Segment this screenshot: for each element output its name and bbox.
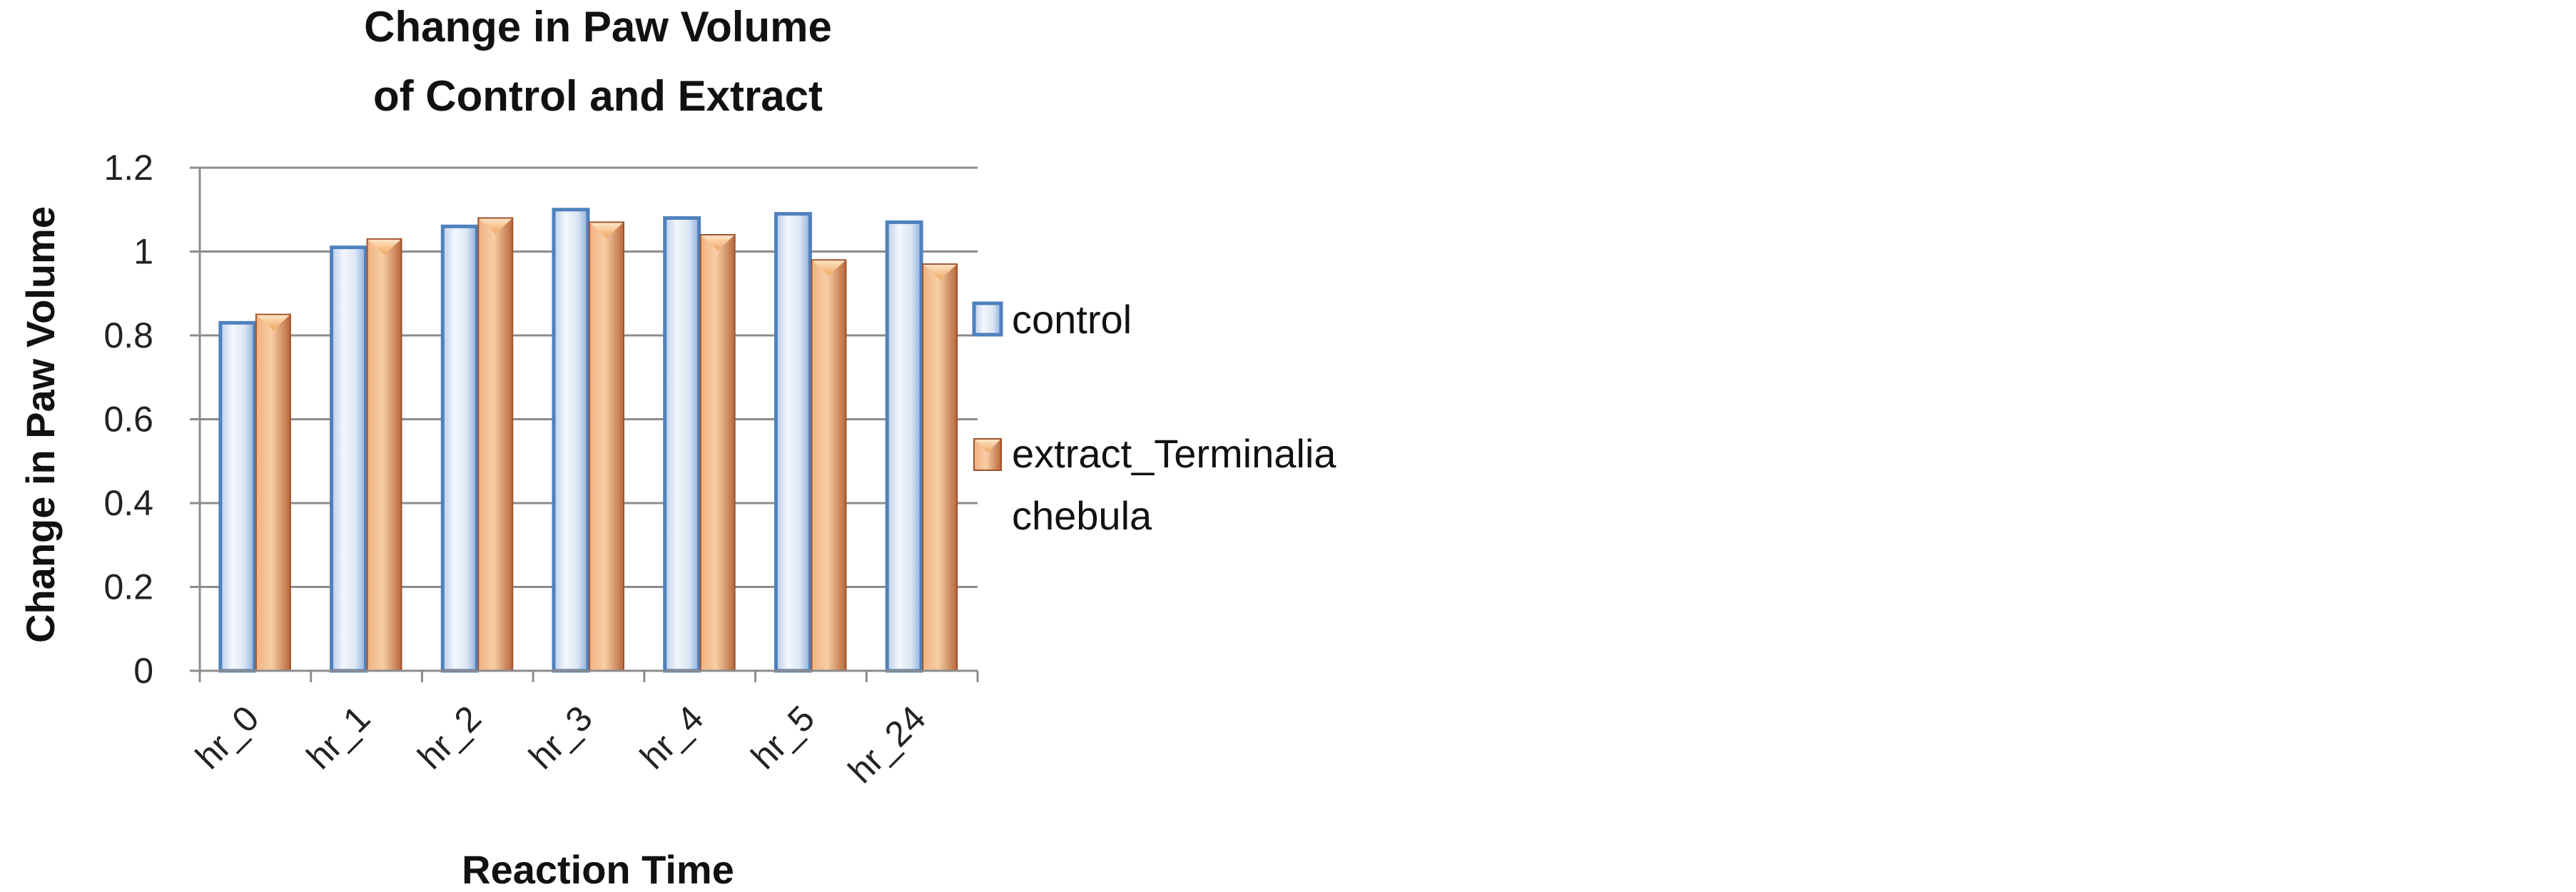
bar-control-hr_3 — [552, 208, 590, 673]
y-tick-label: 0.6 — [103, 400, 153, 440]
bar-control-hr_0 — [218, 320, 257, 673]
y-tick-label: 1 — [133, 232, 153, 272]
bar-extract-cap-hr_3 — [590, 223, 623, 238]
chart-title-line: Change in Paw Volume — [364, 3, 832, 51]
bar-extract-cap-hr_2 — [479, 218, 512, 234]
legend-swatch-control — [972, 301, 1003, 337]
bar-control-hr_24 — [885, 220, 923, 673]
x-tick-label: hr_5 — [744, 698, 822, 776]
x-tick-labels: hr_0 hr_1 hr_2 hr_3 hr_4 hr_5 hr_24 — [188, 698, 933, 791]
bar-extract-hr_1 — [366, 238, 402, 671]
chart-title: Change in Paw Volume of Control and Extra… — [364, 3, 832, 120]
bar-extract-hr_4 — [699, 234, 736, 671]
legend-label-extract: chebula — [1012, 493, 1152, 538]
bar-extract-hr_24 — [922, 263, 958, 671]
bar-control-hr_4 — [663, 216, 701, 673]
bar-extract-hr_3 — [589, 221, 624, 671]
x-tick-label: hr_2 — [410, 698, 489, 776]
bar-control-hr_5 — [774, 212, 812, 673]
x-tick-label: hr_24 — [841, 698, 933, 791]
y-tick-label: 1.2 — [103, 148, 153, 188]
y-tick-label: 0.4 — [103, 483, 153, 523]
legend-swatch-extract-cap — [975, 440, 1000, 452]
x-axis-title: Reaction Time — [462, 847, 734, 892]
x-tick-label: hr_1 — [299, 698, 377, 776]
y-tick-label: 0.2 — [103, 567, 153, 607]
legend-label-extract: extract_Terminalia — [1012, 431, 1337, 476]
legend-label-control: control — [1012, 297, 1132, 342]
axis-titles: Reaction Time Change in Paw Volume — [18, 206, 734, 892]
y-tick-label: 0 — [133, 651, 153, 691]
bar-extract-cap-hr_1 — [367, 239, 401, 255]
bar-control-hr_1 — [330, 245, 368, 673]
x-tick-label: hr_0 — [188, 698, 266, 776]
bar-extract-hr_5 — [811, 259, 847, 671]
bar-extract-hr_0 — [255, 313, 291, 671]
bar-extract-cap-hr_5 — [812, 260, 846, 276]
x-tick-label: hr_4 — [632, 698, 711, 776]
bar-extract-cap-hr_0 — [256, 315, 290, 330]
y-tick-label: 0.8 — [103, 315, 153, 355]
bar-extract-cap-hr_24 — [923, 265, 957, 280]
axes — [190, 166, 979, 682]
x-tick-label: hr_3 — [521, 698, 599, 776]
y-axis-title: Change in Paw Volume — [18, 206, 63, 643]
chart-title-line: of Control and Extract — [373, 72, 823, 120]
bar-control-hr_2 — [440, 224, 479, 673]
y-tick-labels: 0 0.2 0.4 0.6 0.8 1 1.2 — [103, 148, 153, 691]
bar-extract-hr_2 — [477, 217, 514, 671]
bars — [218, 208, 958, 673]
bar-extract-cap-hr_4 — [701, 235, 734, 250]
